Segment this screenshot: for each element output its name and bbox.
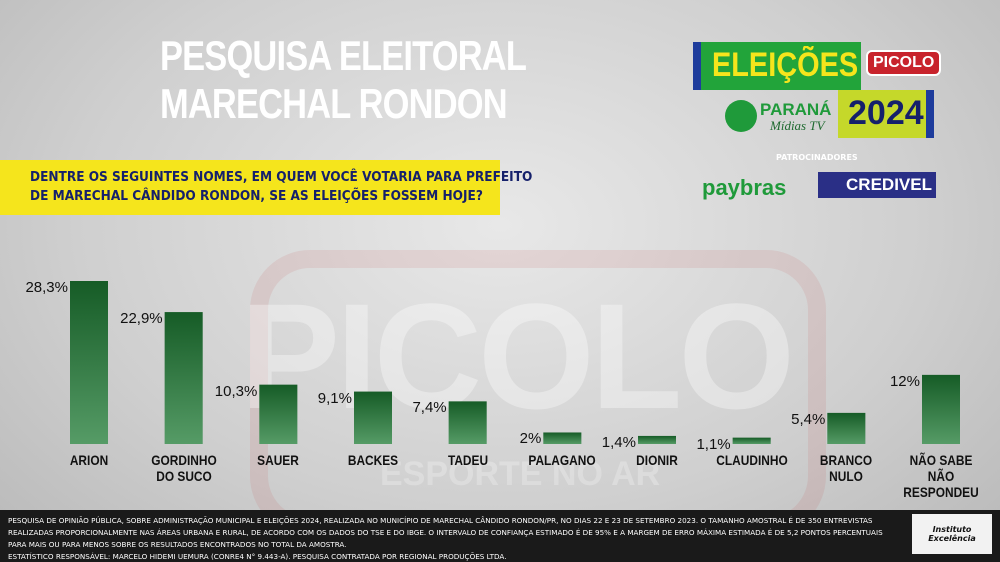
question-box [0, 160, 500, 215]
question-line: DENTRE OS SEGUINTES NOMES, EM QUEM VOCÊ … [30, 169, 533, 185]
value-label: 7,4% [412, 399, 447, 417]
value-label: 2% [519, 430, 542, 448]
category-label: DIONIR [636, 452, 678, 468]
watermark-sub: ESPORTE NO AR [380, 455, 661, 493]
bar-shade [543, 432, 582, 444]
value-label: 9,1% [317, 389, 352, 407]
footer-line: PESQUISA DE OPINIÃO PÚBLICA, SOBRE ADMIN… [8, 516, 883, 549]
footer-line: ESTATÍSTICO RESPONSÁVEL: MARCELO HIDEMI … [8, 552, 507, 561]
footer-text: PESQUISA DE OPINIÃO PÚBLICA, SOBRE ADMIN… [8, 515, 888, 562]
sponsor-2: CREDIVEL [818, 172, 936, 198]
category-label: NÃO SABE NÃO RESPONDEU [903, 452, 979, 500]
bar-shade [164, 312, 203, 444]
value-label: 10,3% [214, 382, 258, 400]
category-label: SAUER [257, 452, 300, 468]
bar-shade [70, 281, 108, 444]
category-label: CLAUDINHO [715, 452, 788, 468]
value-label: 1,1% [696, 435, 731, 453]
category-label: PALAGANO [528, 452, 596, 468]
question: DENTRE OS SEGUINTES NOMES, EM QUEM VOCÊ … [30, 168, 532, 206]
value-label: 22,9% [120, 310, 163, 328]
bar-shade [354, 391, 392, 444]
sponsors-label: PATROCINADORES [776, 153, 858, 162]
midias-text: Mídias TV [770, 118, 825, 133]
year-box [838, 90, 934, 138]
picolo-logo: PICOLO [866, 50, 942, 76]
bar-shade [922, 374, 960, 444]
chart [70, 281, 960, 444]
category-label: BRANCO NULO [820, 452, 873, 484]
year-text: 2024 [848, 94, 924, 132]
value-label: 12% [889, 372, 920, 390]
value-label: 5,4% [791, 410, 826, 428]
category-label: BACKES [347, 452, 399, 468]
bar-shade [638, 435, 676, 444]
watermark: PICOLO [240, 272, 795, 440]
category-label: TADEU [447, 452, 488, 468]
value-label: 1,4% [601, 433, 636, 451]
value-label: 28,3% [25, 279, 68, 296]
category-label: GORDINHO DO SUCO [150, 452, 217, 484]
sponsor-1: paybras [702, 175, 787, 200]
institute-logo: Instituto Excelência [912, 514, 992, 554]
elections-text: ELEIÇÕES [712, 46, 859, 84]
bar-shade [259, 384, 298, 444]
bar-shade [732, 437, 771, 444]
bar-shade [448, 401, 487, 444]
footer [0, 510, 1000, 562]
title-line: MARECHAL RONDON [160, 80, 508, 127]
category-label: ARION [69, 452, 109, 468]
elections-box [693, 42, 861, 90]
bar-shade [827, 412, 866, 444]
parana-text: PARANÁ [760, 100, 832, 119]
title-line: PESQUISA ELEITORAL [160, 32, 527, 79]
question-line: DE MARECHAL CÂNDIDO RONDON, SE AS ELEIÇÕ… [30, 188, 483, 204]
parana-icon [725, 100, 757, 132]
title: PESQUISA ELEITORAL MARECHAL RONDON [160, 32, 527, 128]
